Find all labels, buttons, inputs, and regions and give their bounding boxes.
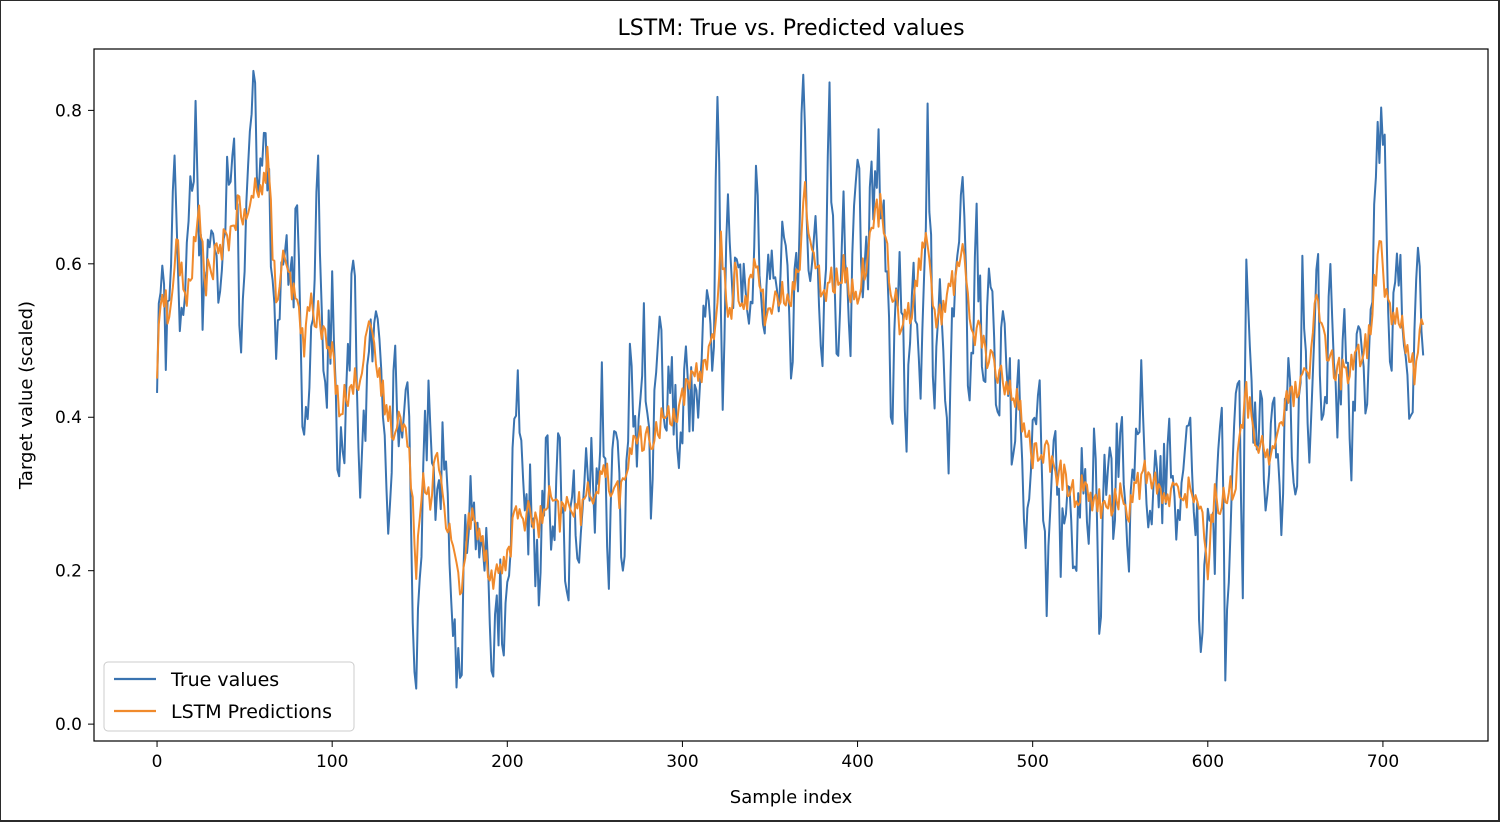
plot-area <box>93 48 1489 742</box>
x-tick-label: 700 <box>1367 752 1399 772</box>
legend: True values LSTM Predictions <box>103 661 355 732</box>
y-axis-ticks: 0.0 0.2 0.4 0.6 0.8 <box>55 101 94 735</box>
y-tick-label: 0.0 <box>55 715 82 735</box>
series-line-lstm-predictions <box>156 145 1425 596</box>
y-axis-label: Target value (scaled) <box>16 301 37 490</box>
y-tick-label: 0.2 <box>55 562 82 582</box>
y-tick-label: 0.6 <box>55 255 82 275</box>
x-tick-label: 0 <box>152 752 163 772</box>
x-tick-label: 300 <box>666 752 698 772</box>
x-tick-label: 400 <box>841 752 873 772</box>
chart-title: LSTM: True vs. Predicted values <box>617 16 964 41</box>
x-tick-label: 200 <box>491 752 523 772</box>
x-axis-ticks: 0 100 200 300 400 500 600 700 <box>152 741 1399 772</box>
legend-label-lstm-predictions: LSTM Predictions <box>171 701 332 723</box>
x-axis-label: Sample index <box>730 787 853 808</box>
x-tick-label: 600 <box>1192 752 1224 772</box>
x-tick-label: 100 <box>316 752 348 772</box>
legend-box <box>103 661 355 732</box>
legend-label-true-values: True values <box>170 669 279 691</box>
y-tick-label: 0.4 <box>55 408 82 428</box>
x-tick-label: 500 <box>1016 752 1048 772</box>
series-layer <box>156 69 1425 690</box>
y-tick-label: 0.8 <box>55 101 82 121</box>
